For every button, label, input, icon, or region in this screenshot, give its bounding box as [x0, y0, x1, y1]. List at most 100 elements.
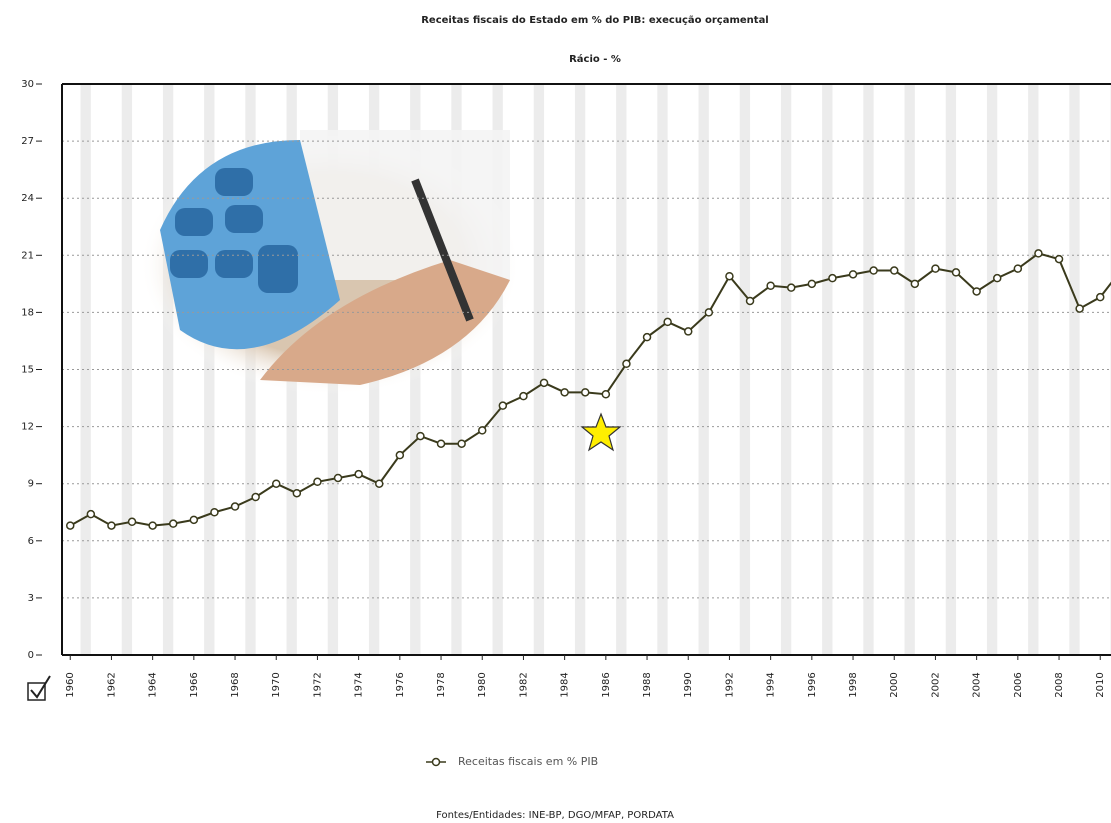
x-tick-label: 1962 [106, 672, 117, 697]
data-point [313, 477, 322, 487]
data-point [210, 508, 219, 517]
data-point [1075, 304, 1084, 313]
data-point [148, 521, 157, 530]
data-point [86, 509, 96, 519]
x-tick-label: 1994 [766, 672, 777, 697]
grid-band [904, 84, 915, 655]
chart-subtitle: Rácio - % [569, 53, 621, 65]
data-point [622, 359, 631, 369]
data-point [168, 519, 178, 528]
grid-band [616, 84, 627, 655]
data-point [972, 287, 981, 296]
source-note: Fontes/Entidades: INE-BP, DGO/MFAP, PORD… [436, 810, 674, 821]
x-tick-label: 1980 [477, 672, 488, 697]
data-point [580, 388, 590, 397]
data-point [807, 279, 817, 289]
data-point [251, 492, 260, 502]
data-line [69, 252, 1111, 527]
data-point [683, 327, 693, 336]
data-point [127, 517, 137, 527]
grid-band [451, 84, 462, 655]
grid-band [121, 84, 133, 655]
data-point [766, 281, 775, 291]
x-tick-label: 1964 [148, 672, 159, 697]
data-point [828, 273, 837, 283]
data-point [910, 279, 920, 289]
data-point [374, 479, 384, 488]
highlight-star [580, 412, 622, 452]
y-tick-label: 15 [21, 365, 34, 376]
data-point [560, 388, 569, 397]
x-tick-label: 2000 [889, 672, 900, 697]
data-point [498, 401, 508, 410]
data-point [333, 473, 343, 483]
x-tick-label: 1986 [601, 672, 612, 697]
x-tick-label: 1972 [312, 672, 323, 697]
x-tick-label: 2010 [1095, 672, 1106, 697]
data-point [869, 266, 878, 275]
grid-band [780, 84, 792, 655]
y-tick-label: 27 [21, 136, 34, 147]
data-point [189, 515, 199, 525]
data-point [1013, 264, 1023, 273]
x-tick-label: 2002 [930, 672, 941, 697]
x-tick-label: 1978 [436, 672, 447, 697]
data-point [848, 270, 858, 279]
x-tick-label: 1992 [724, 672, 735, 697]
data-point [745, 296, 755, 306]
data-point [292, 488, 302, 498]
x-tick-label: 2008 [1054, 672, 1065, 697]
data-point [1034, 249, 1043, 258]
data-point [642, 332, 652, 342]
data-point [519, 391, 528, 401]
y-tick-label: 9 [28, 479, 34, 490]
grid-band [1069, 84, 1080, 655]
photo-illustration [140, 130, 520, 395]
x-tick-label: 1968 [230, 672, 241, 697]
grid-band [574, 84, 586, 655]
data-point [457, 439, 466, 448]
grid-band [80, 84, 91, 655]
data-point [395, 450, 405, 460]
data-point [354, 469, 363, 479]
x-tick-label: 1982 [518, 672, 529, 697]
x-tick-label: 1974 [354, 672, 365, 697]
x-tick-label: 1970 [271, 672, 282, 697]
data-point [931, 264, 940, 273]
legend: Receitas fiscais em % PIB [426, 755, 598, 768]
grid-band [739, 84, 751, 655]
data-point [889, 266, 899, 275]
data-point [539, 378, 549, 388]
data-point [416, 431, 425, 441]
data-point [663, 317, 672, 327]
checkbox-icon[interactable] [27, 675, 51, 701]
x-tick-label: 2004 [972, 672, 983, 697]
x-tick-label: 1988 [642, 672, 653, 697]
chart-title: Receitas fiscais do Estado em % do PIB: … [421, 15, 769, 26]
x-tick-label: 1960 [65, 672, 76, 697]
data-point [230, 502, 240, 511]
y-tick-label: 21 [21, 250, 34, 261]
y-tick-label: 0 [28, 650, 34, 661]
data-point [601, 389, 611, 399]
x-tick-label: 1990 [683, 672, 694, 697]
data-point [107, 521, 116, 530]
data-point [271, 479, 281, 488]
data-point [704, 308, 714, 317]
grid-band [945, 84, 957, 655]
x-tick-label: 1996 [807, 672, 818, 697]
data-point [477, 426, 487, 435]
data-point [436, 439, 446, 448]
data-point [992, 273, 1002, 283]
data-point [725, 271, 734, 281]
grid-band [204, 84, 215, 655]
x-tick-label: 1984 [560, 672, 571, 697]
y-tick-label: 3 [28, 593, 34, 604]
y-tick-label: 30 [21, 79, 34, 90]
data-point [786, 283, 796, 292]
x-tick-label: 1976 [395, 672, 406, 697]
x-tick-label: 2006 [1013, 672, 1024, 697]
x-tick-label: 1966 [189, 672, 200, 697]
data-point [951, 268, 961, 277]
